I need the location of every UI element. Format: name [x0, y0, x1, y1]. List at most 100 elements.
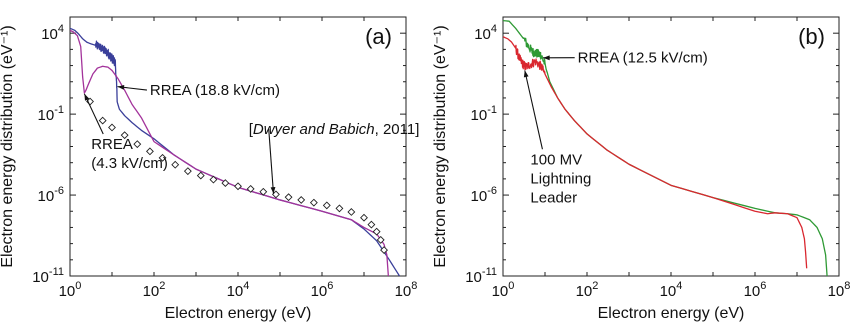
data-marker [246, 184, 255, 193]
x-tick-base: 10 [395, 283, 412, 300]
x-tick-base: 10 [59, 283, 76, 300]
annotation-arrow-line [83, 93, 104, 135]
y-tick-label: 10-6 [38, 185, 64, 205]
panel-label: (b) [798, 24, 825, 49]
annotation-part: , 2011] [375, 121, 420, 138]
y-tick-exponent: -1 [54, 104, 64, 116]
data-marker [221, 179, 230, 188]
annotation-text: [Dwyer and Babich, 2011] [249, 121, 420, 138]
x-tick-label: 108 [395, 280, 418, 300]
y-tick-label: 104 [474, 23, 497, 43]
y-tick-base: 10 [38, 107, 55, 124]
x-tick-label: 100 [492, 280, 515, 300]
data-marker [209, 175, 218, 184]
annotation-arrowhead [523, 70, 529, 78]
x-tick-exponent: 2 [592, 280, 598, 292]
x-tick-exponent: 4 [243, 280, 249, 292]
annotation-arrowhead [543, 55, 550, 61]
y-tick-exponent: -11 [482, 266, 497, 278]
series-line-1 [70, 29, 389, 276]
annotation-line: RREA [91, 136, 133, 153]
x-tick-base: 10 [492, 283, 509, 300]
x-tick-label: 100 [59, 280, 82, 300]
series-line-1 [503, 36, 808, 269]
x-tick-exponent: 4 [676, 280, 682, 292]
x-tick-exponent: 6 [327, 280, 333, 292]
x-tick-exponent: 0 [508, 280, 514, 292]
data-marker [171, 160, 180, 169]
data-marker [133, 140, 142, 149]
x-tick-base: 10 [744, 283, 761, 300]
x-tick-label: 108 [828, 280, 851, 300]
x-tick-label: 106 [311, 280, 334, 300]
series-group [503, 19, 828, 276]
y-tick-base: 10 [474, 26, 491, 43]
x-tick-label: 106 [744, 280, 767, 300]
data-marker [335, 204, 344, 213]
x-tick-base: 10 [311, 283, 328, 300]
data-marker [297, 195, 306, 204]
data-marker [372, 227, 381, 236]
series-group [70, 27, 401, 276]
data-marker [284, 193, 293, 202]
y-tick-exponent: -6 [487, 185, 497, 197]
data-marker [309, 198, 318, 207]
annotation-arrowhead [270, 187, 276, 194]
annotation-line: Leader [530, 189, 577, 206]
y-tick-exponent: -11 [49, 266, 64, 278]
y-tick-base: 10 [41, 26, 58, 43]
data-marker [380, 246, 388, 255]
data-marker [120, 131, 129, 140]
y-tick-exponent: 4 [491, 23, 497, 35]
annotation-text: RREA (4.3 kV/cm) [91, 136, 168, 172]
x-tick-label: 102 [576, 280, 599, 300]
x-tick-base: 10 [143, 283, 160, 300]
y-tick-label: 10-11 [465, 266, 497, 286]
chart-panel-0: 100 102 104 106 10810410-110-610-11Electron … [0, 16, 420, 322]
data-marker [108, 123, 116, 132]
data-marker [367, 220, 376, 229]
annotation-line: Lightning [530, 170, 591, 187]
x-tick-exponent: 8 [844, 280, 850, 292]
annotation-part: Dwyer and Babich [253, 121, 375, 138]
y-tick-base: 10 [38, 188, 55, 205]
data-marker [347, 208, 356, 216]
data-marker [360, 213, 368, 222]
x-axis-label: Electron energy (eV) [165, 305, 312, 322]
data-marker [98, 116, 107, 125]
x-tick-label: 102 [143, 280, 166, 300]
data-marker [196, 171, 205, 180]
y-tick-base: 10 [471, 188, 488, 205]
x-tick-base: 10 [576, 283, 593, 300]
y-tick-base: 10 [465, 269, 482, 286]
annotation-line: (4.3 kV/cm) [91, 155, 168, 172]
annotation-line: RREA (18.8 kV/cm) [150, 82, 280, 99]
data-marker [145, 147, 154, 156]
x-tick-exponent: 2 [159, 280, 165, 292]
y-tick-label: 10-11 [32, 266, 64, 286]
data-marker [376, 235, 385, 244]
annotation-line: 100 MV [530, 151, 582, 168]
data-marker [259, 187, 268, 196]
chart-panel-1: 100 102 104 106 10810410-110-610-11Electron … [432, 16, 851, 322]
y-tick-exponent: -6 [54, 185, 64, 197]
y-axis-label: Electron energy distribution (eV⁻¹) [432, 25, 449, 267]
data-marker [158, 153, 167, 162]
y-tick-label: 10-6 [471, 185, 497, 205]
annotation-arrow-line [268, 128, 275, 194]
y-tick-label: 10-1 [38, 104, 64, 124]
y-tick-base: 10 [471, 107, 488, 124]
panel-label: (a) [365, 24, 392, 49]
annotation-text: RREA (12.5 kV/cm) [578, 50, 708, 67]
x-tick-label: 104 [660, 280, 683, 300]
y-tick-base: 10 [32, 269, 49, 286]
x-axis-label: Electron energy (eV) [598, 305, 745, 322]
x-tick-exponent: 6 [760, 280, 766, 292]
x-tick-base: 10 [660, 283, 677, 300]
annotation-arrowhead [117, 85, 125, 90]
x-tick-exponent: 0 [75, 280, 81, 292]
annotation-arrow-line [524, 70, 543, 150]
data-marker [183, 167, 192, 176]
data-marker [322, 201, 331, 210]
